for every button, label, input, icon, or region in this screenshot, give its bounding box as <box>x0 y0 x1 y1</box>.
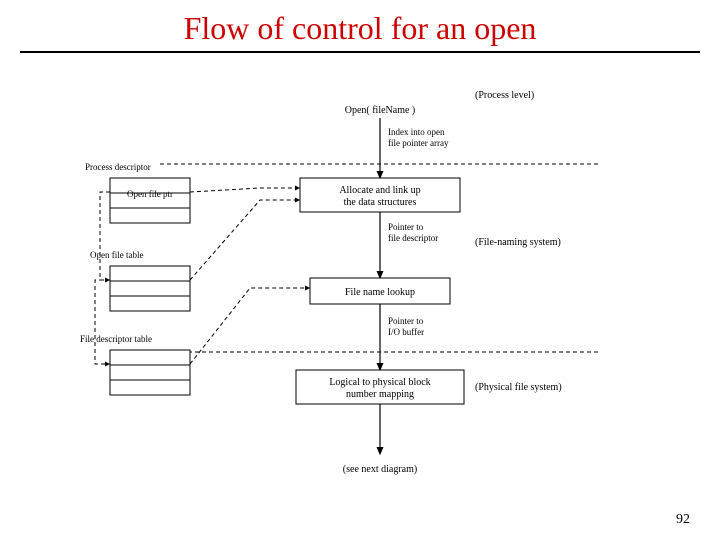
page-number: 92 <box>676 512 690 528</box>
node-label: the data structures <box>344 197 417 208</box>
dashed-connector <box>95 280 110 364</box>
table-row-pd <box>110 208 190 223</box>
dashed-connector <box>190 288 310 364</box>
region-label: (Process level) <box>475 90 534 101</box>
region-label: (File-naming system) <box>475 237 561 248</box>
node-label: Open( fileName ) <box>345 105 416 116</box>
flow-label: Index into open <box>388 127 445 137</box>
node-label: Allocate and link up <box>339 185 420 196</box>
table-row-fdt <box>110 365 190 380</box>
flow-label: I/O buffer <box>388 327 424 337</box>
flow-label: file pointer array <box>388 138 449 148</box>
flow-label: file descriptor <box>388 233 438 243</box>
dashed-connector <box>190 200 300 280</box>
left-struct-label: File descriptor table <box>80 334 152 344</box>
flow-label: Pointer to <box>388 222 424 232</box>
node-label: number mapping <box>346 389 414 400</box>
region-label: (Physical file system) <box>475 382 562 393</box>
diagram-svg: Open( fileName ) Allocate and link upthe … <box>0 70 720 500</box>
dashed-connector <box>190 188 300 192</box>
node-label: (see next diagram) <box>343 464 417 475</box>
dashed-connector <box>100 192 110 280</box>
left-struct-label: Process descriptor <box>85 162 151 172</box>
left-struct-label: Open file table <box>90 250 143 260</box>
table-row-fdt <box>110 350 190 365</box>
table-row-fdt <box>110 380 190 395</box>
open-file-ptr-label: Open file ptr <box>127 189 173 199</box>
table-row-oft <box>110 266 190 281</box>
title-underline <box>20 51 700 53</box>
table-row-oft <box>110 296 190 311</box>
node-label: Logical to physical block <box>329 377 430 388</box>
table-row-oft <box>110 281 190 296</box>
flow-label: Pointer to <box>388 316 424 326</box>
node-label: File name lookup <box>345 287 415 298</box>
page-title: Flow of control for an open <box>0 0 720 51</box>
